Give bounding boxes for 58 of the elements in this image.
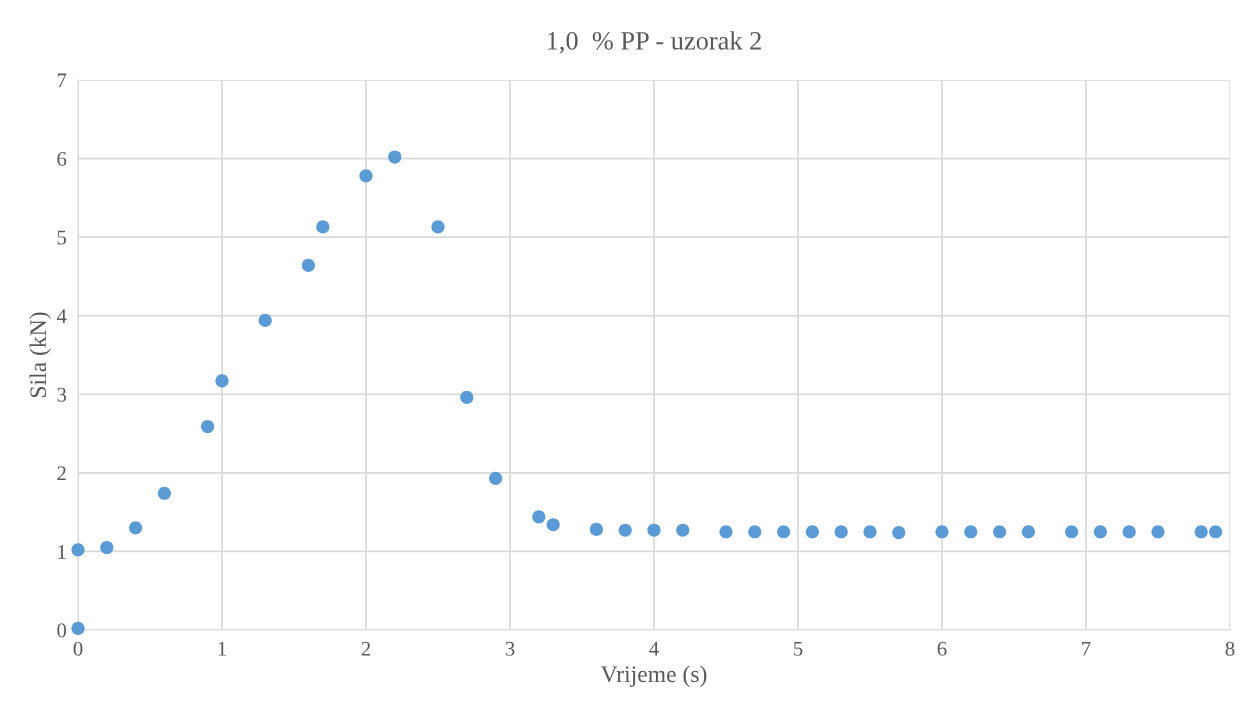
- y-tick-label: 2: [57, 466, 66, 481]
- x-tick-label: 4: [649, 641, 659, 656]
- y-axis-title: Sila (kN): [29, 312, 51, 398]
- point: [546, 518, 560, 532]
- point: [71, 543, 85, 557]
- point: [431, 220, 445, 234]
- point: [1209, 525, 1223, 539]
- point: [129, 521, 143, 535]
- point: [618, 523, 632, 537]
- point: [1122, 525, 1136, 539]
- point: [460, 390, 474, 405]
- x-tick-label: 5: [794, 641, 803, 656]
- point: [215, 374, 229, 388]
- chart-title: 1,0 % PP - uzorak 2: [547, 31, 761, 54]
- point: [863, 525, 877, 539]
- y-tick-label: 1: [58, 544, 66, 559]
- point: [201, 419, 215, 434]
- x-tick-label: 3: [505, 641, 515, 656]
- x-tick-label: 8: [1225, 641, 1235, 656]
- x-tick-label: 7: [1082, 641, 1091, 656]
- point: [258, 313, 272, 328]
- point: [834, 525, 848, 539]
- x-axis-title: Vrijeme (s): [600, 665, 707, 687]
- y-tick-label: 7: [57, 73, 67, 88]
- x-tick-label: 6: [937, 641, 947, 656]
- point: [388, 150, 402, 164]
- point: [301, 258, 315, 273]
- point: [1021, 525, 1035, 539]
- point: [935, 525, 949, 539]
- point: [777, 525, 791, 539]
- point: [489, 471, 503, 485]
- point: [1194, 525, 1208, 539]
- point: [589, 522, 603, 537]
- y-tick-label: 4: [56, 309, 67, 323]
- point: [676, 523, 690, 537]
- point: [1151, 525, 1165, 539]
- y-tick-label: 0: [57, 623, 67, 638]
- y-tick-label: 5: [57, 230, 67, 245]
- point: [964, 525, 978, 539]
- point: [100, 540, 114, 555]
- point: [1093, 525, 1107, 539]
- point: [647, 523, 661, 537]
- point: [748, 525, 762, 539]
- point: [532, 510, 546, 524]
- point: [719, 525, 733, 539]
- point: [892, 525, 906, 540]
- point: [316, 220, 330, 234]
- y-tick-label: 6: [57, 152, 67, 166]
- x-tick-label: 1: [218, 641, 226, 656]
- point: [993, 525, 1007, 539]
- x-tick-label: 0: [73, 641, 83, 656]
- x-tick-label: 2: [361, 641, 371, 656]
- point: [805, 525, 819, 539]
- y-tick-label: 3: [57, 387, 67, 402]
- point: [1065, 525, 1079, 539]
- point: [359, 169, 373, 183]
- point: [71, 621, 85, 636]
- point: [157, 486, 171, 500]
